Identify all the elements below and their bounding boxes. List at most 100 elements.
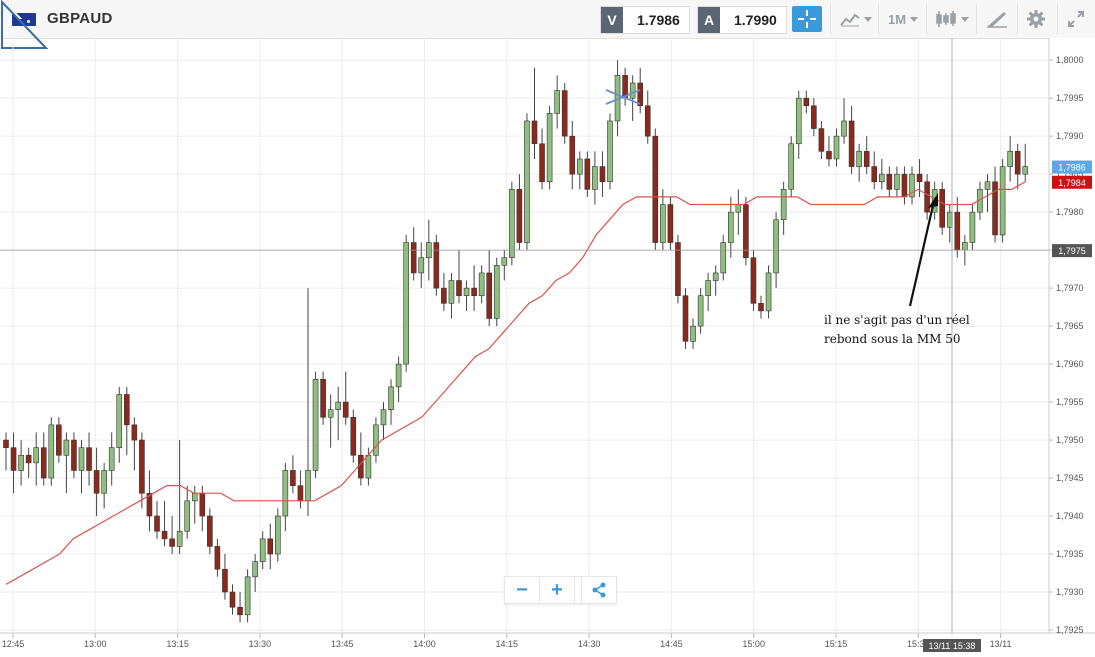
timeframe-dropdown[interactable]: 1M <box>888 8 919 30</box>
candle-body <box>154 515 160 532</box>
candle-body <box>999 166 1006 236</box>
candle-body <box>93 470 100 494</box>
ask-price-button[interactable]: A 1.7990 <box>697 6 787 34</box>
chevron-down-icon <box>910 16 919 22</box>
candle-body <box>607 120 613 183</box>
candle-body <box>750 257 757 304</box>
price-tick-label: 1,7935 <box>1056 549 1084 559</box>
candle-body <box>3 439 9 448</box>
toolbar-separator <box>1057 4 1058 34</box>
candle-body <box>274 515 281 555</box>
time-tick-label: 14:15 <box>496 639 519 649</box>
candle-body <box>848 120 855 167</box>
candle-body <box>901 173 908 198</box>
candle-body <box>788 143 795 190</box>
expand-button[interactable] <box>1066 8 1086 30</box>
settings-button[interactable] <box>1026 8 1046 30</box>
candle-body <box>229 591 236 608</box>
ask-value: 1.7990 <box>734 12 777 28</box>
candle-body <box>539 143 545 183</box>
candle-body <box>1007 151 1013 167</box>
candle-body <box>735 204 742 213</box>
gear-icon <box>1027 10 1045 28</box>
candle-body <box>388 386 394 410</box>
candle-body <box>984 181 991 190</box>
drawing-tools-button[interactable] <box>986 8 1008 30</box>
candle-body <box>629 82 636 99</box>
candle-body <box>765 272 772 312</box>
candle-body <box>894 173 900 190</box>
price-tick-label: 1,7950 <box>1056 435 1084 445</box>
candle-body <box>403 242 409 365</box>
moving-average-50-line <box>5 181 1026 585</box>
flag-au-icon <box>12 13 36 26</box>
candle-body <box>493 265 500 319</box>
chevron-down-icon <box>864 16 872 22</box>
candle-body <box>554 90 560 114</box>
price-tick-label: 1,7955 <box>1056 397 1084 407</box>
time-tick-label: 13:15 <box>166 639 189 649</box>
candle-body <box>758 303 764 312</box>
corner-triangle-icon <box>1 0 49 49</box>
bid-value: 1.7986 <box>637 12 680 28</box>
toolbar-separator <box>926 4 927 34</box>
chart-toolbar: GBPAUD V 1.7986 A 1.7990 1M <box>0 0 1095 39</box>
time-tick-label: 14:30 <box>578 639 601 649</box>
candle-body <box>697 295 704 327</box>
share-button[interactable] <box>581 577 616 603</box>
candle-body <box>124 394 130 426</box>
candle-body <box>305 470 311 502</box>
price-tick-label: 1,7990 <box>1056 131 1084 141</box>
zoom-out-button[interactable]: − <box>505 577 540 603</box>
ma-price-tag: 1,7984 <box>1058 178 1086 188</box>
bid-price-tag: 1,7986 <box>1058 163 1086 173</box>
candle-body <box>546 113 553 183</box>
candle-body <box>433 242 440 289</box>
candlestick-icon <box>936 11 956 27</box>
toolbar-separator <box>976 4 977 34</box>
price-tick-label: 1,7960 <box>1056 359 1084 369</box>
crosshair-time-tag-background <box>923 639 981 652</box>
candle-body <box>924 181 930 213</box>
candle-body <box>886 173 893 190</box>
candle-body <box>743 204 749 259</box>
candle-body <box>660 204 666 243</box>
candle-body <box>795 97 802 145</box>
candle-body <box>267 538 274 555</box>
candle-body <box>456 280 462 297</box>
candle-body <box>501 257 508 266</box>
candle-body <box>878 173 885 183</box>
candle-body <box>282 470 289 517</box>
candle-body <box>18 454 24 471</box>
candle-body <box>78 447 85 471</box>
candle-body <box>222 568 228 593</box>
toolbar-separator <box>878 4 879 34</box>
crosshair-icon <box>798 10 816 28</box>
candle-body <box>10 447 17 471</box>
time-tick-label: 12:45 <box>2 639 25 649</box>
price-tick-label: 1,7970 <box>1056 283 1084 293</box>
candle-body <box>471 287 477 297</box>
chart-type-line-button[interactable] <box>840 8 872 30</box>
candlestick-type-button[interactable] <box>935 8 969 30</box>
time-tick-label: 15:30 <box>907 639 930 649</box>
zoom-in-button[interactable]: + <box>540 577 575 603</box>
candle-body <box>826 151 832 160</box>
crosshair-button[interactable] <box>792 6 822 32</box>
annotation-arrow-head <box>928 193 938 208</box>
candle-body <box>992 181 998 236</box>
candle-body <box>252 561 258 578</box>
candle-body <box>463 287 470 297</box>
candle-body <box>342 401 349 418</box>
candle-body <box>327 409 334 418</box>
candle-body <box>448 280 455 304</box>
candle-body <box>780 189 787 221</box>
candle-body <box>418 257 425 274</box>
price-tick-label: 1,7965 <box>1056 321 1084 331</box>
candle-body <box>365 454 372 479</box>
time-tick-label: 13:00 <box>84 639 107 649</box>
candlestick-chart[interactable]: 1,8000 1,7995 1,7990 1,7985 1,7980 1,7975 1,79… <box>0 38 1095 657</box>
candle-body <box>916 173 923 183</box>
candle-body <box>478 272 485 297</box>
bid-price-button[interactable]: V 1.7986 <box>600 6 690 34</box>
